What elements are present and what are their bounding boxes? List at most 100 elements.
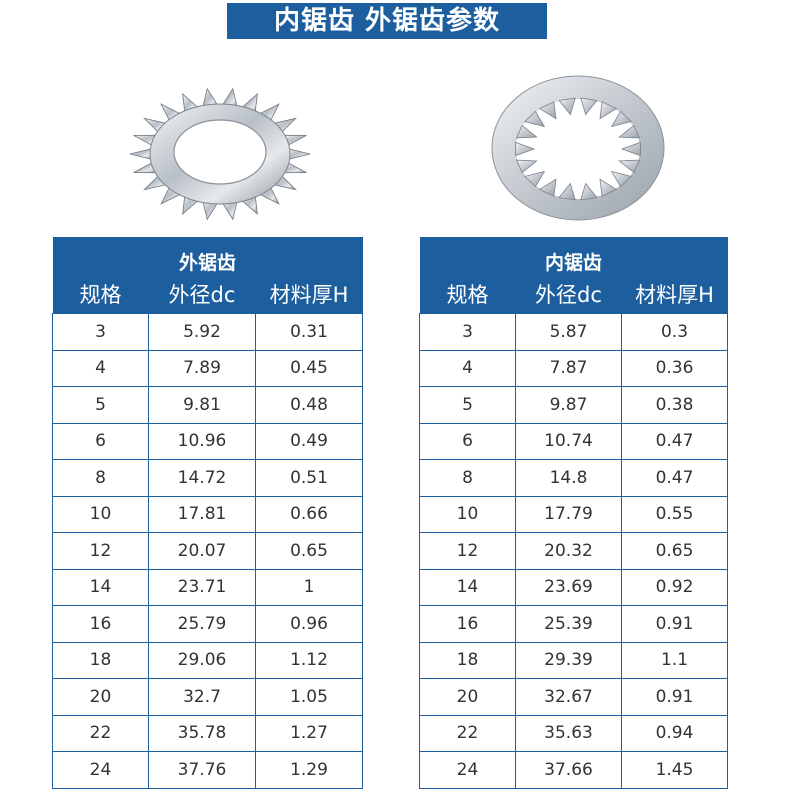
cell-thickness: 1.45: [620, 751, 729, 789]
cell-spec: 8: [419, 459, 516, 497]
column-header-outer-diameter: 外径dc: [515, 275, 622, 314]
table-row: 24 37.76 1.29: [52, 751, 364, 789]
cell-outer-diameter: 10.74: [515, 422, 622, 460]
cell-outer-diameter: 10.96: [148, 422, 256, 460]
cell-thickness: 0.31: [254, 313, 364, 351]
cell-thickness: 1.05: [254, 678, 364, 716]
cell-thickness: 0.47: [620, 459, 729, 497]
cell-spec: 18: [52, 641, 149, 679]
cell-spec: 10: [52, 495, 149, 533]
cell-thickness: 0.36: [620, 349, 729, 387]
table-row: 12 20.07 0.65: [52, 532, 364, 570]
cell-spec: 10: [419, 495, 516, 533]
table-row: 16 25.39 0.91: [419, 605, 729, 643]
table-row: 22 35.78 1.27: [52, 714, 364, 752]
cell-outer-diameter: 7.89: [148, 349, 256, 387]
table-row: 10 17.79 0.55: [419, 495, 729, 533]
table-row: 24 37.66 1.45: [419, 751, 729, 789]
cell-outer-diameter: 32.67: [515, 678, 622, 716]
table-row: 14 23.71 1: [52, 568, 364, 606]
cell-thickness: 0.96: [254, 605, 364, 643]
cell-spec: 5: [419, 386, 516, 424]
cell-spec: 14: [419, 568, 516, 606]
cell-outer-diameter: 20.32: [515, 532, 622, 570]
cell-spec: 16: [52, 605, 149, 643]
cell-outer-diameter: 37.66: [515, 751, 622, 789]
cell-thickness: 1.1: [620, 641, 729, 679]
cell-outer-diameter: 5.87: [515, 313, 622, 351]
cell-spec: 4: [419, 349, 516, 387]
cell-outer-diameter: 32.7: [148, 678, 256, 716]
cell-thickness: 0.65: [620, 532, 729, 570]
table-row: 20 32.7 1.05: [52, 678, 364, 716]
cell-thickness: 0.51: [254, 459, 364, 497]
cell-outer-diameter: 29.06: [148, 641, 256, 679]
cell-spec: 3: [419, 313, 516, 351]
cell-spec: 4: [52, 349, 149, 387]
cell-thickness: 0.66: [254, 495, 364, 533]
table-row: 8 14.8 0.47: [419, 459, 729, 497]
cell-outer-diameter: 25.39: [515, 605, 622, 643]
cell-outer-diameter: 37.76: [148, 751, 256, 789]
table-row: 18 29.39 1.1: [419, 641, 729, 679]
column-header-outer-diameter: 外径dc: [148, 275, 256, 314]
table-row: 3 5.87 0.3: [419, 313, 729, 351]
cell-outer-diameter: 29.39: [515, 641, 622, 679]
cell-spec: 22: [419, 714, 516, 752]
column-header-thickness: 材料厚H: [621, 275, 728, 314]
table-row: 4 7.87 0.36: [419, 349, 729, 387]
external-tooth-washer-image: [129, 87, 311, 221]
table-body: 3 5.87 0.3 4 7.87 0.36 5 9.87 0.38 6 10.74 0.47 8 14.…: [419, 313, 729, 789]
table-caption: 外锯齿: [52, 237, 363, 275]
table-row: 10 17.81 0.66: [52, 495, 364, 533]
cell-outer-diameter: 7.87: [515, 349, 622, 387]
table-row: 16 25.79 0.96: [52, 605, 364, 643]
cell-spec: 18: [419, 641, 516, 679]
table-row: 4 7.89 0.45: [52, 349, 364, 387]
cell-outer-diameter: 9.81: [148, 386, 256, 424]
table-caption: 内锯齿: [419, 237, 728, 275]
external-tooth-table: 外锯齿 规格 外径dc 材料厚H 3 5.92 0.31 4 7.89 0.45 5 9.81…: [52, 237, 364, 789]
cell-spec: 3: [52, 313, 149, 351]
cell-outer-diameter: 35.63: [515, 714, 622, 752]
cell-thickness: 1: [254, 568, 364, 606]
column-header-spec: 规格: [52, 275, 149, 314]
cell-outer-diameter: 17.81: [148, 495, 256, 533]
cell-spec: 24: [52, 751, 149, 789]
cell-spec: 6: [419, 422, 516, 460]
cell-thickness: 0.91: [620, 605, 729, 643]
table-row: 22 35.63 0.94: [419, 714, 729, 752]
cell-outer-diameter: 20.07: [148, 532, 256, 570]
cell-spec: 22: [52, 714, 149, 752]
column-header-thickness: 材料厚H: [255, 275, 363, 314]
table-row: 5 9.81 0.48: [52, 386, 364, 424]
table-row: 6 10.74 0.47: [419, 422, 729, 460]
cell-thickness: 0.92: [620, 568, 729, 606]
cell-thickness: 1.27: [254, 714, 364, 752]
cell-spec: 8: [52, 459, 149, 497]
cell-outer-diameter: 23.69: [515, 568, 622, 606]
cell-spec: 12: [52, 532, 149, 570]
cell-spec: 16: [419, 605, 516, 643]
table-row: 18 29.06 1.12: [52, 641, 364, 679]
cell-thickness: 0.48: [254, 386, 364, 424]
cell-thickness: 0.45: [254, 349, 364, 387]
cell-outer-diameter: 35.78: [148, 714, 256, 752]
cell-thickness: 0.91: [620, 678, 729, 716]
table-row: 12 20.32 0.65: [419, 532, 729, 570]
cell-thickness: 0.49: [254, 422, 364, 460]
table-row: 3 5.92 0.31: [52, 313, 364, 351]
cell-thickness: 0.55: [620, 495, 729, 533]
cell-outer-diameter: 9.87: [515, 386, 622, 424]
table-row: 8 14.72 0.51: [52, 459, 364, 497]
cell-spec: 6: [52, 422, 149, 460]
cell-thickness: 0.65: [254, 532, 364, 570]
cell-spec: 20: [52, 678, 149, 716]
page-title: 内锯齿 外锯齿参数: [227, 3, 547, 39]
cell-thickness: 0.94: [620, 714, 729, 752]
cell-spec: 5: [52, 386, 149, 424]
cell-spec: 20: [419, 678, 516, 716]
cell-outer-diameter: 25.79: [148, 605, 256, 643]
cell-thickness: 1.12: [254, 641, 364, 679]
cell-outer-diameter: 23.71: [148, 568, 256, 606]
